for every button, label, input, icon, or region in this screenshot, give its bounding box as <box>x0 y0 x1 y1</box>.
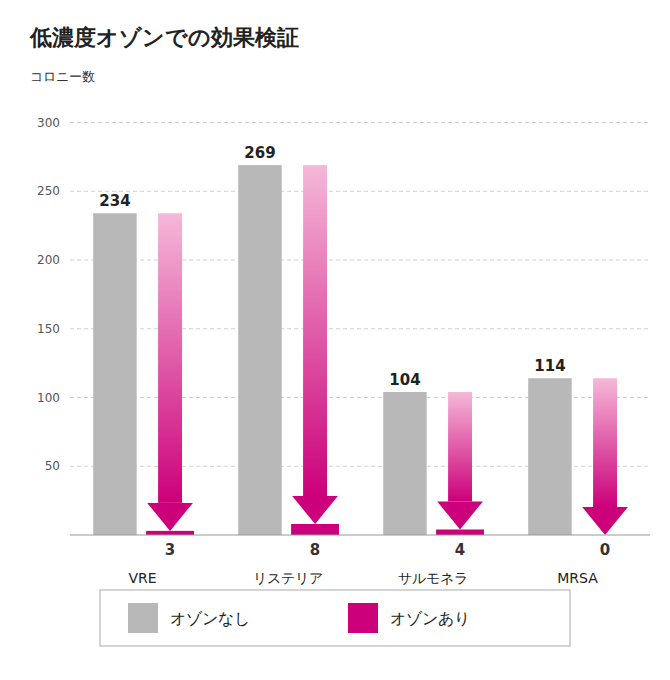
x-tick-label: リステリア <box>253 570 323 586</box>
legend-label: オゾンなし <box>170 609 250 628</box>
y-axis-label: コロニー数 <box>30 69 95 84</box>
legend-label: オゾンあり <box>390 609 470 628</box>
x-axis-line <box>70 535 650 536</box>
arrow-shaft <box>158 213 182 503</box>
bar <box>146 531 194 535</box>
legend-swatch <box>348 603 378 633</box>
legend-swatch <box>128 603 158 633</box>
chart: 低濃度オゾンでの効果検証コロニー数 50 100 150 200 250 300 234 3 VR… <box>0 0 670 680</box>
data-label: 234 <box>99 192 130 210</box>
y-tick-label: 50 <box>45 459 60 473</box>
data-label: 0 <box>600 541 610 559</box>
grid-line <box>70 328 650 329</box>
data-label: 3 <box>165 541 175 559</box>
arrow-head <box>582 507 628 535</box>
arrow-shaft <box>303 165 327 496</box>
y-tick-label: 150 <box>37 322 60 336</box>
y-tick-label: 250 <box>37 184 60 198</box>
y-tick-label: 200 <box>37 253 60 267</box>
x-tick-label: サルモネラ <box>398 570 468 586</box>
legend-box <box>100 590 570 646</box>
y-tick-label: 300 <box>37 116 60 130</box>
title: 低濃度オゾンでの効果検証 <box>29 25 299 50</box>
arrow-head <box>147 503 193 531</box>
arrow-head <box>292 496 338 524</box>
grid-line <box>70 122 650 123</box>
arrow-shaft <box>448 392 472 502</box>
data-label: 104 <box>389 371 420 389</box>
y-tick-label: 100 <box>37 391 60 405</box>
plot-area <box>93 165 628 535</box>
arrow-head <box>437 502 483 530</box>
bar <box>436 530 484 536</box>
legend: オゾンなし オゾンあり <box>100 590 570 646</box>
x-tick-label: MRSA <box>557 570 598 586</box>
bar <box>528 378 572 535</box>
bar <box>238 165 282 535</box>
x-tick-label: VRE <box>128 570 156 586</box>
data-label: 4 <box>455 541 465 559</box>
data-label: 114 <box>534 357 565 375</box>
grid-line <box>70 260 650 261</box>
grid-line <box>70 191 650 192</box>
data-label: 8 <box>310 541 320 559</box>
bar <box>291 524 339 535</box>
bar <box>383 392 427 535</box>
arrow-shaft <box>593 378 617 507</box>
bar <box>93 213 137 535</box>
data-label: 269 <box>244 144 275 162</box>
